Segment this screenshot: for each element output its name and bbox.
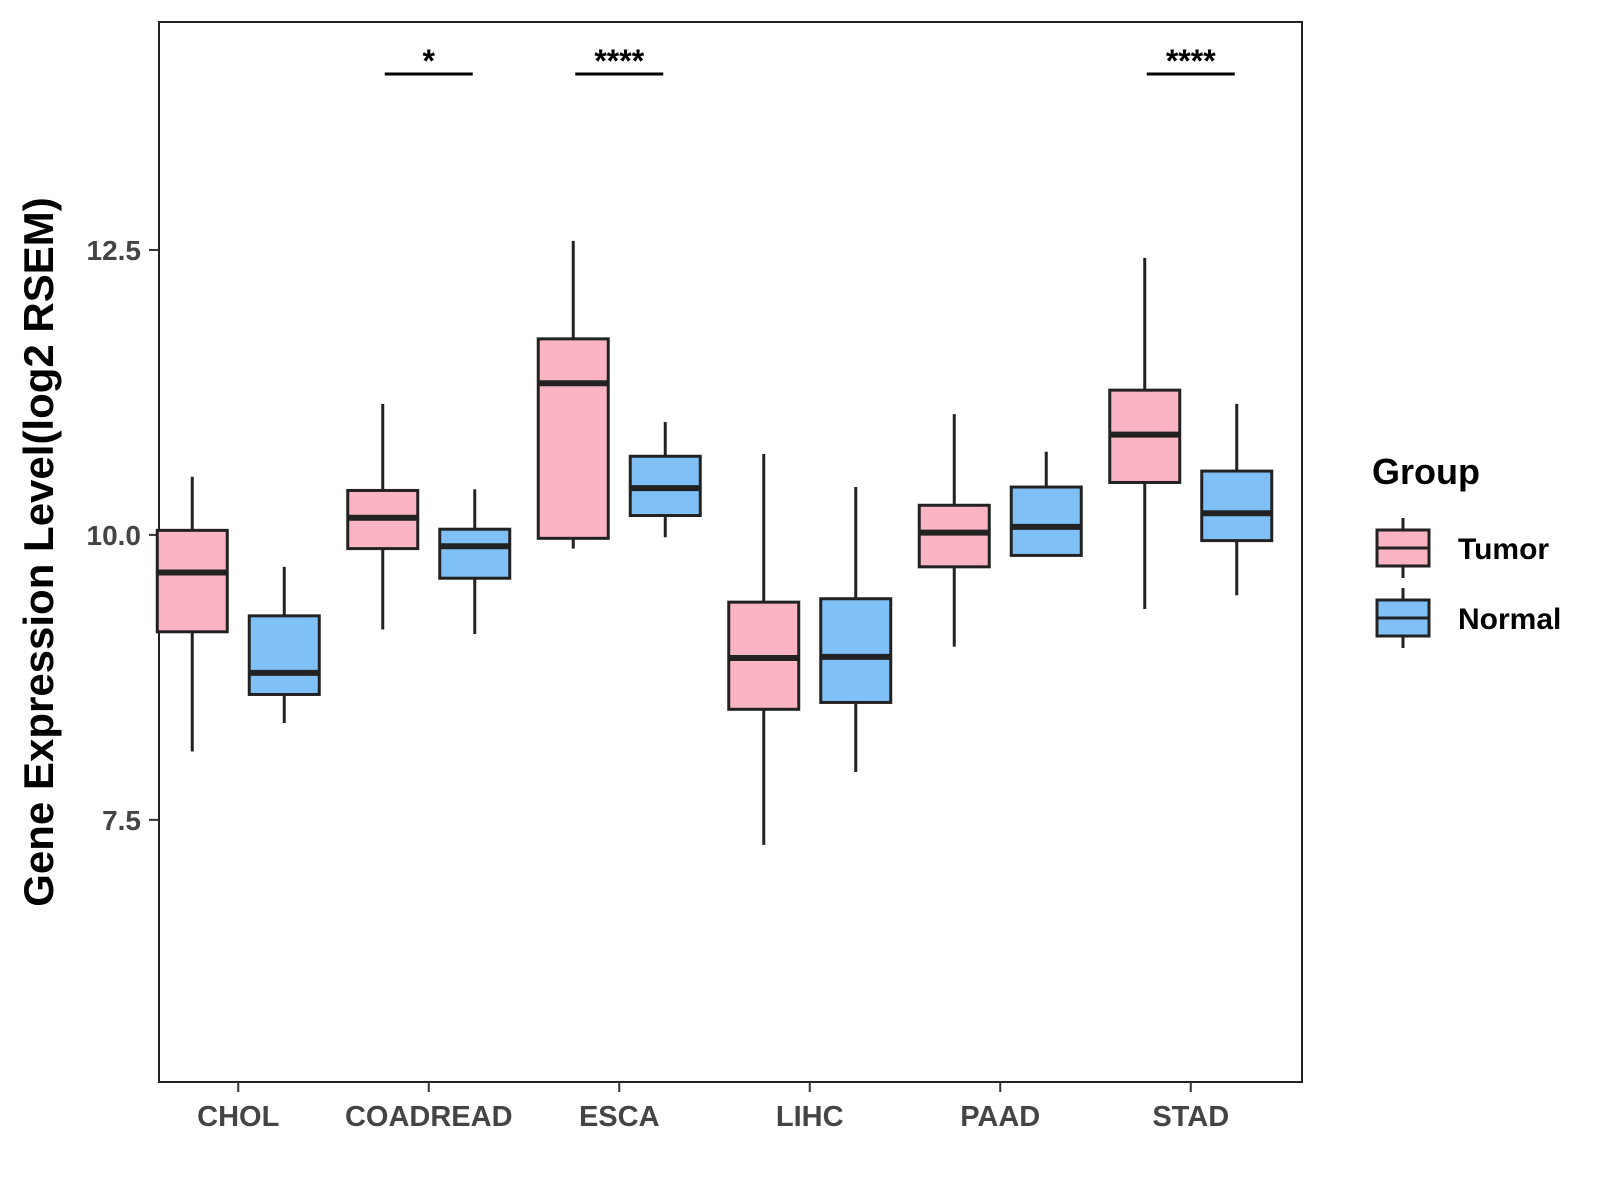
y-tick-label: 12.5 <box>87 235 142 266</box>
x-tick-label: CHOL <box>197 1101 279 1133</box>
plot-panel-border <box>158 21 1303 1083</box>
legend-title: Group <box>1372 451 1480 492</box>
x-tick-label: ESCA <box>579 1101 660 1133</box>
legend-label-tumor: Tumor <box>1458 533 1549 566</box>
tumor-box <box>155 528 229 634</box>
y-tick-label: 10.0 <box>87 520 142 551</box>
normal-box <box>1009 485 1083 557</box>
x-tick-label: PAAD <box>960 1101 1040 1133</box>
normal-box <box>1200 469 1274 543</box>
x-tick-label: COADREAD <box>345 1101 513 1133</box>
significance-label: * <box>423 43 436 79</box>
y-axis-title: Gene Expression Level(log2 RSEM) <box>15 197 62 907</box>
legend-label-normal: Normal <box>1458 603 1561 636</box>
x-tick-label: STAD <box>1152 1101 1229 1133</box>
tumor-box <box>917 503 991 569</box>
normal-box <box>438 527 512 580</box>
normal-box <box>819 597 893 704</box>
significance-label: **** <box>594 43 644 79</box>
normal-box <box>247 614 321 696</box>
significance-label: **** <box>1166 43 1216 79</box>
tumor-box <box>536 337 610 540</box>
y-tick-label: 7.5 <box>102 805 141 836</box>
x-tick-label: LIHC <box>776 1101 844 1133</box>
